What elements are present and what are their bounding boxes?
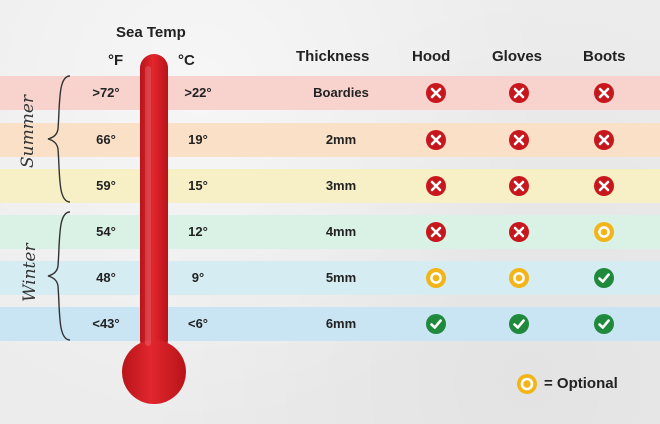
fahrenheit-value: 59° (96, 178, 116, 193)
gloves-optional-icon (509, 268, 529, 288)
boots-check-icon (594, 314, 614, 334)
winter-bracket (47, 211, 71, 341)
hood-header: Hood (412, 48, 451, 65)
gloves-check-icon (509, 314, 529, 334)
hood-x-icon (426, 130, 446, 150)
celsius-value: 9° (191, 270, 205, 285)
fahrenheit-value: 54° (96, 224, 116, 239)
summer-label: Summer (18, 94, 38, 168)
thickness-value: 3mm (325, 178, 357, 193)
celsius-value: <6° (187, 316, 209, 331)
summer-bracket (47, 75, 71, 203)
thickness-value: 4mm (325, 224, 357, 239)
table-row: 59° 15° 3mm (0, 169, 660, 203)
celsius-value: >22° (184, 85, 212, 100)
fahrenheit-value: >72° (92, 85, 120, 100)
legend-label: = Optional (544, 375, 618, 392)
boots-x-icon (594, 83, 614, 103)
gloves-x-icon (509, 83, 529, 103)
gloves-x-icon (509, 176, 529, 196)
boots-optional-icon (594, 222, 614, 242)
optional-icon (516, 373, 537, 394)
hood-x-icon (426, 222, 446, 242)
boots-check-icon (594, 268, 614, 288)
fahrenheit-value: 66° (96, 132, 116, 147)
winter-label: Winter (20, 243, 40, 302)
thermometer-icon (122, 54, 186, 404)
boots-header: Boots (583, 48, 626, 65)
thickness-value: Boardies (313, 85, 369, 100)
table-row: 48° 9° 5mm (0, 261, 660, 295)
gloves-header: Gloves (492, 48, 543, 65)
fahrenheit-header: °F (108, 52, 124, 69)
table-row: 66° 19° 2mm (0, 123, 660, 157)
boots-x-icon (594, 176, 614, 196)
celsius-value: 12° (188, 224, 208, 239)
gloves-x-icon (509, 130, 529, 150)
thickness-header: Thickness (296, 48, 370, 65)
thickness-value: 2mm (325, 132, 357, 147)
celsius-header: °C (178, 52, 195, 69)
hood-check-icon (426, 314, 446, 334)
sea-temp-title: Sea Temp (116, 24, 186, 41)
hood-x-icon (426, 176, 446, 196)
table-row: >72° >22° Boardies (0, 76, 660, 110)
fahrenheit-value: <43° (92, 316, 120, 331)
hood-x-icon (426, 83, 446, 103)
table-row: <43° <6° 6mm (0, 307, 660, 341)
thickness-value: 6mm (325, 316, 357, 331)
celsius-value: 15° (188, 178, 208, 193)
fahrenheit-value: 48° (96, 270, 116, 285)
boots-x-icon (594, 130, 614, 150)
thickness-value: 5mm (325, 270, 357, 285)
gloves-x-icon (509, 222, 529, 242)
hood-optional-icon (426, 268, 446, 288)
celsius-value: 19° (188, 132, 208, 147)
table-row: 54° 12° 4mm (0, 215, 660, 249)
